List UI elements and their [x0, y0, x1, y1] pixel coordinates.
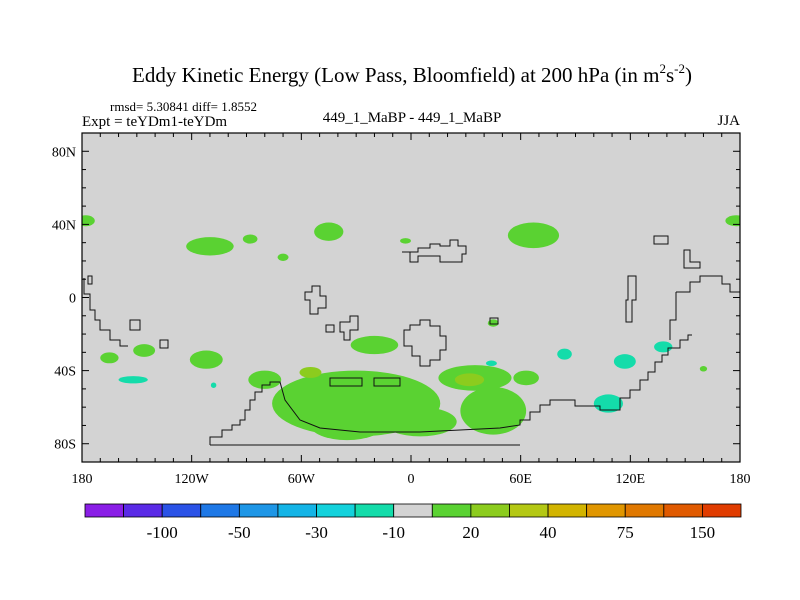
colorbar-box-3: [200, 503, 240, 518]
title-superscript-2: -2: [674, 61, 685, 76]
anomaly-region-25: [485, 360, 497, 367]
anomaly-region-18: [383, 407, 457, 437]
anomaly-region-7: [507, 222, 560, 249]
coastline-east-3: [683, 249, 701, 269]
anomaly-region-20: [699, 366, 708, 372]
y-tick-label-4: 80S: [54, 438, 76, 453]
coastline-island-1: [329, 377, 363, 387]
coastline-west-3: [129, 319, 141, 331]
anomaly-region-2: [186, 237, 234, 256]
colorbar-box-8: [393, 503, 433, 518]
colorbar-box-15: [663, 503, 703, 518]
colorbar-box-13: [586, 503, 626, 518]
colorbar-box-16: [702, 503, 742, 518]
colorbar-box-5: [277, 503, 317, 518]
colorbar-box-2: [161, 503, 202, 518]
title-unit-s: s: [666, 63, 674, 87]
x-tick-label-0: 180: [72, 472, 93, 487]
coastline-east-2: [653, 235, 669, 245]
colorbar-label-4: 20: [462, 523, 479, 542]
anomaly-region-12: [248, 370, 282, 389]
stats-label: rmsd= 5.30841 diff= 1.8552: [110, 99, 257, 114]
x-tick-label-3: 0: [408, 472, 415, 487]
colorbar-box-12: [547, 503, 588, 518]
coastline-layer: [83, 235, 740, 446]
colorbar-box-9: [431, 503, 472, 518]
anomaly-region-15: [350, 335, 399, 355]
chart-title: Eddy Kinetic Energy (Low Pass, Bloomfiel…: [132, 61, 692, 87]
anomaly-region-6: [400, 238, 411, 244]
coastline-west-1: [83, 278, 128, 347]
coastline-west-4: [159, 339, 169, 349]
y-tick-label-0: 80N: [52, 145, 76, 160]
title-close: ): [685, 63, 692, 87]
axes-layer: 180 120W 60W 0 60E 120E 180 80N 40N 0 40S 80S: [52, 133, 751, 487]
anomaly-region-9: [100, 352, 119, 364]
anomaly-region-14: [310, 410, 384, 441]
colorbar-box-10: [470, 503, 510, 518]
anomaly-region-0: [82, 215, 95, 227]
colorbar-label-6: 75: [617, 523, 634, 542]
coastline-south-america: [304, 285, 327, 315]
colorbar-label-1: -50: [228, 523, 251, 542]
colorbar-box-4: [238, 503, 279, 518]
expt-label: Expt = teYDm1-teYDm: [82, 114, 227, 130]
coastline-west-2: [87, 275, 93, 285]
colorbar-label-0: -100: [147, 523, 178, 542]
colorbar-label-2: -30: [305, 523, 328, 542]
anomaly-region-27: [613, 354, 636, 369]
anomaly-region-11: [189, 350, 223, 369]
coastline-small-2: [339, 315, 359, 341]
anomaly-region-4: [277, 253, 289, 261]
colorbar: -100 -50 -30 -10 20 40 75 150: [84, 503, 742, 542]
anomaly-region-3: [242, 234, 258, 244]
coastline-small-3: [489, 317, 499, 325]
anomaly-layer: [82, 215, 740, 441]
colorbar-box-1: [123, 503, 163, 518]
y-tick-label-3: 40S: [54, 365, 76, 380]
coastline-east-1: [625, 275, 637, 323]
anomaly-region-1: [725, 215, 740, 227]
season-label: JJA: [717, 113, 740, 129]
title-main: Eddy Kinetic Energy (Low Pass, Bloomfiel…: [132, 63, 659, 87]
colorbar-box-7: [354, 503, 395, 518]
anomaly-region-22: [454, 373, 485, 387]
anomaly-region-23: [118, 376, 148, 384]
anomaly-region-29: [654, 341, 673, 353]
y-tick-label-2: 0: [69, 292, 76, 307]
anomaly-region-10: [133, 344, 156, 357]
coastline-east-5: [669, 292, 677, 340]
y-tick-label-1: 40N: [52, 218, 76, 233]
coastline-africa: [403, 319, 447, 367]
x-tick-label-1: 120W: [175, 472, 210, 487]
anomaly-region-28: [593, 394, 624, 413]
x-tick-label-2: 60W: [288, 472, 316, 487]
anomaly-region-19: [513, 370, 539, 386]
coastline-island-2: [373, 377, 401, 387]
colorbar-label-7: 150: [690, 523, 716, 542]
anomaly-region-24: [210, 382, 217, 388]
colorbar-box-0: [84, 503, 124, 518]
x-tick-label-5: 120E: [616, 472, 646, 487]
coastline-antarctica: [209, 334, 692, 446]
colorbar-box-14: [624, 503, 665, 518]
colorbar-box-6: [316, 503, 356, 518]
anomaly-region-5: [314, 222, 344, 241]
anomaly-region-26: [557, 348, 572, 360]
title-superscript-1: 2: [659, 61, 666, 76]
coastline-eurasia-fragment: [402, 239, 467, 263]
anomaly-region-8: [487, 319, 499, 327]
coastline-east-4: [676, 275, 740, 293]
colorbar-label-3: -10: [382, 523, 405, 542]
coastline-small-1: [325, 324, 335, 333]
anomaly-region-21: [299, 366, 322, 378]
x-tick-label-4: 60E: [509, 472, 532, 487]
anomaly-region-17: [460, 387, 527, 435]
subtitle-label: 449_1_MaBP - 449_1_MaBP: [323, 110, 502, 126]
colorbar-box-11: [509, 503, 549, 518]
x-tick-label-6: 180: [730, 472, 751, 487]
colorbar-label-5: 40: [540, 523, 557, 542]
